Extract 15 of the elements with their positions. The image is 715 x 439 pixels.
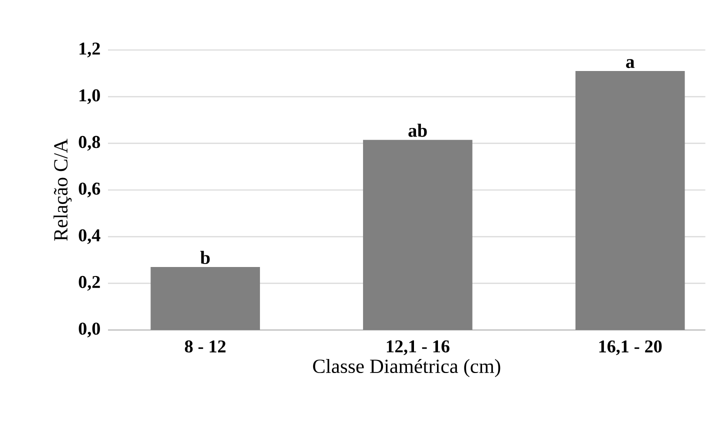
y-tick-label: 0,4: [78, 229, 100, 244]
annotation: a: [626, 59, 635, 68]
y-tick-label: 0,2: [78, 276, 100, 291]
y-tick-label: 0,6: [78, 182, 100, 198]
x-axis-title: Classe Diamétrica (cm): [313, 358, 500, 378]
y-tick-label: 1,2: [80, 42, 100, 58]
x-tick-label: 12,1 - 16: [386, 340, 450, 356]
x-tick-label: 8 - 12: [184, 340, 226, 353]
y-tick-label: 0,8: [78, 136, 100, 151]
y-tick-label: 0,0: [78, 322, 100, 338]
annotation: b: [200, 250, 210, 264]
x-tick-label: 16,1 - 20: [599, 340, 662, 356]
annotation: ab: [408, 124, 427, 137]
y-axis-title: Relação C/A: [54, 138, 72, 241]
y-tick-label: 1,0: [80, 89, 100, 104]
